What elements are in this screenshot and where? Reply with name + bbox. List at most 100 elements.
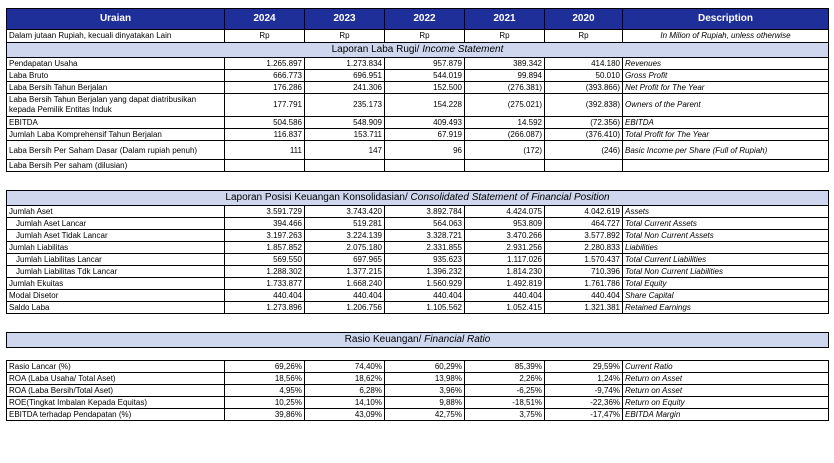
value-cell: (72.356)	[544, 116, 623, 129]
value-cell: 697.965	[304, 253, 385, 266]
row-label: Jumlah Liabilitas	[6, 241, 225, 254]
value-cell: 4.424.075	[464, 205, 545, 218]
value-cell: 1.105.562	[384, 301, 465, 314]
section-title: Rasio Keuangan/ Financial Ratio	[6, 332, 829, 348]
table-row: Laba Bersih Tahun Berjalan yang dapat di…	[6, 93, 829, 117]
currency-label: Rp	[304, 29, 385, 43]
section-title: Laporan Laba Rugi/ Income Statement	[6, 42, 829, 58]
value-cell: 440.404	[224, 289, 305, 302]
row-label: Jumlah Aset	[6, 205, 225, 218]
header-year: 2022	[384, 8, 465, 30]
value-cell: 4.042.619	[544, 205, 623, 218]
value-cell: 241.306	[304, 81, 385, 94]
value-cell: 1.396.232	[384, 265, 465, 278]
row-label: ROE(Tingkat Imbalan Kepada Equitas)	[6, 396, 225, 409]
value-cell: 1.377.215	[304, 265, 385, 278]
row-description: Assets	[622, 205, 829, 218]
row-description: Total Non Current Liabilities	[622, 265, 829, 278]
value-cell: 3.743.420	[304, 205, 385, 218]
row-label: Jumlah Laba Komprehensif Tahun Berjalan	[6, 128, 225, 141]
value-cell: 1,24%	[544, 372, 623, 385]
spacer-row	[6, 171, 829, 191]
value-cell: 152.500	[384, 81, 465, 94]
value-cell: 504.586	[224, 116, 305, 129]
value-cell: -22,36%	[544, 396, 623, 409]
value-cell: 2.075.180	[304, 241, 385, 254]
value-cell: 111	[224, 140, 305, 160]
value-cell: 14,10%	[304, 396, 385, 409]
value-cell: -9,74%	[544, 384, 623, 397]
value-cell: 85,39%	[464, 360, 545, 373]
table-row: Jumlah Liabilitas Lancar 569.550 697.965 93…	[6, 253, 829, 266]
table-row: Modal Disetor 440.404 440.404 440.404 440.40…	[6, 289, 829, 302]
value-cell: 389.342	[464, 57, 545, 70]
value-cell: 409.493	[384, 116, 465, 129]
value-cell: 96	[384, 140, 465, 160]
value-cell: 1.492.819	[464, 277, 545, 290]
table-row: Jumlah Laba Komprehensif Tahun Berjalan 1…	[6, 128, 829, 141]
units-note-en: In Milion of Rupiah, unless otherwise	[622, 29, 829, 43]
value-cell	[464, 159, 545, 172]
value-cell: (392.838)	[544, 93, 623, 117]
value-cell: 1.321.381	[544, 301, 623, 314]
table-row: Jumlah Aset Lancar 394.466 519.281 564.063 9…	[6, 217, 829, 230]
value-cell: 69,26%	[224, 360, 305, 373]
value-cell: (246)	[544, 140, 623, 160]
row-description: Basic Income per Share (Full of Rupiah)	[622, 140, 829, 160]
currency-label: Rp	[544, 29, 623, 43]
value-cell: 1.560.929	[384, 277, 465, 290]
value-cell	[304, 159, 385, 172]
row-description: Gross Profit	[622, 69, 829, 82]
value-cell: 666.773	[224, 69, 305, 82]
row-label: Laba Bersih Per Saham Dasar (Dalam rupia…	[6, 140, 225, 160]
value-cell: (172)	[464, 140, 545, 160]
value-cell: 177.791	[224, 93, 305, 117]
value-cell: 3,75%	[464, 408, 545, 421]
value-cell: 548.909	[304, 116, 385, 129]
value-cell: 3.197.263	[224, 229, 305, 242]
row-label: Jumlah Aset Lancar	[6, 217, 225, 230]
table-row: ROA (Laba Bersih/Total Aset) 4,95% 6,28% 3,…	[6, 384, 829, 397]
row-label: ROA (Laba Bersih/Total Aset)	[6, 384, 225, 397]
value-cell: 2.331.855	[384, 241, 465, 254]
value-cell: 235.173	[304, 93, 385, 117]
value-cell: 440.404	[464, 289, 545, 302]
value-cell: 74,40%	[304, 360, 385, 373]
value-cell: 3.892.784	[384, 205, 465, 218]
row-description: Return on Asset	[622, 384, 829, 397]
header-row: Uraian 2024 2023 2022 2021 2020 Descript…	[6, 8, 829, 30]
row-label: Jumlah Liabilitas Lancar	[6, 253, 225, 266]
table-row: ROE(Tingkat Imbalan Kepada Equitas) 10,25…	[6, 396, 829, 409]
currency-label: Rp	[384, 29, 465, 43]
row-label: Laba Bersih Tahun Berjalan yang dapat di…	[6, 93, 225, 117]
value-cell: 116.837	[224, 128, 305, 141]
value-cell: 1.733.877	[224, 277, 305, 290]
row-description: Revenues	[622, 57, 829, 70]
row-label: Laba Bruto	[6, 69, 225, 82]
table-row: EBITDA terhadap Pendapatan (%) 39,86% 43,0…	[6, 408, 829, 421]
value-cell: 3.591.729	[224, 205, 305, 218]
value-cell: 1.761.786	[544, 277, 623, 290]
row-description: Total Current Liabilities	[622, 253, 829, 266]
row-description: Retained Earnings	[622, 301, 829, 314]
value-cell: 414.180	[544, 57, 623, 70]
table-row: Jumlah Liabilitas 1.857.852 2.075.180 2.331…	[6, 241, 829, 254]
row-description: Liabilities	[622, 241, 829, 254]
table-row: EBITDA 504.586 548.909 409.493 14.592 (72.356…	[6, 116, 829, 129]
value-cell: 60,29%	[384, 360, 465, 373]
value-cell: -6,25%	[464, 384, 545, 397]
value-cell: 147	[304, 140, 385, 160]
value-cell: 710.396	[544, 265, 623, 278]
financial-highlights-sheet: Uraian 2024 2023 2022 2021 2020 Descript…	[6, 8, 829, 421]
value-cell: 29,59%	[544, 360, 623, 373]
row-label: Jumlah Liabilitas Tdk Lancar	[6, 265, 225, 278]
row-description: Share Capital	[622, 289, 829, 302]
value-cell: 13,98%	[384, 372, 465, 385]
value-cell: 1.273.834	[304, 57, 385, 70]
row-description: Current Ratio	[622, 360, 829, 373]
table-row: Laba Bersih Tahun Berjalan 176.286 241.306…	[6, 81, 829, 94]
income-statement-rows: Pendapatan Usaha 1.265.897 1.273.834 957.87…	[6, 57, 829, 172]
value-cell: 39,86%	[224, 408, 305, 421]
spacer-row	[6, 313, 829, 333]
spacer-row	[6, 347, 829, 361]
